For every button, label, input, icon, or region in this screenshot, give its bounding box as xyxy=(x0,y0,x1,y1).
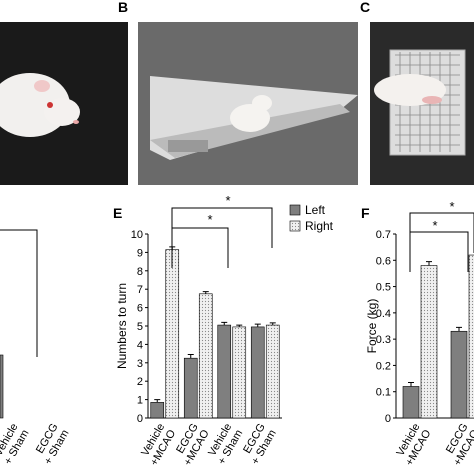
x-tick-label: Vehicle+ Sham xyxy=(205,422,245,467)
y-tick-label: 2 xyxy=(137,376,143,388)
y-tick-label: 0 xyxy=(385,413,391,425)
y-tick-label: 0 xyxy=(137,413,143,425)
bar xyxy=(165,249,180,419)
error-bar xyxy=(221,321,228,326)
legend-swatch xyxy=(289,220,301,232)
y-axis-label: Force (kg) xyxy=(365,299,379,354)
significance-bracket xyxy=(409,231,469,272)
x-tick-label: EGCG+ Sham xyxy=(31,422,71,467)
y-tick-label: 0.7 xyxy=(376,229,391,241)
significance-bracket xyxy=(409,212,474,253)
significance-bracket xyxy=(171,227,229,268)
y-tick-label: 1 xyxy=(137,395,143,407)
x-tick-label: EGCG+ Sham xyxy=(238,422,278,467)
panel-label: E xyxy=(113,205,122,221)
panel-label: B xyxy=(118,0,128,15)
y-tick-label: 9 xyxy=(137,247,143,259)
y-tick-label: 0.1 xyxy=(376,387,391,399)
panel-label: C xyxy=(360,0,370,15)
x-tick-label: Vehicle+MCAO xyxy=(137,421,178,468)
significance-mark: * xyxy=(432,218,437,233)
y-tick-label: 0.4 xyxy=(376,308,391,320)
error-bar xyxy=(426,261,432,266)
bar xyxy=(217,324,232,419)
y-tick-label: 0.5 xyxy=(376,282,391,294)
y-tick-label: 10 xyxy=(131,229,143,241)
bar xyxy=(450,330,468,419)
y-tick-label: 0.6 xyxy=(376,255,391,267)
error-bar xyxy=(408,382,414,387)
photo-a xyxy=(0,22,128,185)
y-tick-label: 7 xyxy=(137,284,143,296)
bar xyxy=(232,326,247,419)
significance-mark: * xyxy=(225,193,230,208)
significance-mark: * xyxy=(207,212,212,227)
bar xyxy=(420,265,438,419)
error-bar xyxy=(236,324,243,327)
y-tick-label: 8 xyxy=(137,266,143,278)
y-tick-label: 4 xyxy=(137,339,143,351)
legend-swatch xyxy=(289,204,301,216)
legend-label: Right xyxy=(305,219,334,233)
bar xyxy=(150,402,165,419)
error-bar xyxy=(456,326,462,332)
bar xyxy=(402,386,420,419)
error-bar xyxy=(154,399,161,403)
bar xyxy=(468,254,474,419)
x-tick-label: Vehicle+MCAO xyxy=(392,421,433,468)
error-bar xyxy=(187,354,194,359)
y-axis-label: Numbers to turn xyxy=(115,283,129,369)
y-tick-label: 6 xyxy=(137,303,143,315)
bar xyxy=(250,326,265,419)
panel-label: F xyxy=(361,205,370,221)
photo-c xyxy=(370,22,474,185)
x-tick-label: EGCG+MCAO xyxy=(171,421,212,468)
significance-mark: * xyxy=(449,199,454,214)
x-tick-label: Vehicle+ Sham xyxy=(0,422,32,467)
error-bar xyxy=(254,323,261,327)
error-bar xyxy=(269,322,276,326)
y-tick-label: 0.3 xyxy=(376,334,391,346)
y-tick-label: 5 xyxy=(137,321,143,333)
panel-d-fragment xyxy=(0,229,38,419)
bar xyxy=(265,324,280,419)
legend-label: Left xyxy=(305,203,326,217)
photo-b xyxy=(138,22,358,185)
bar xyxy=(198,293,213,419)
bar xyxy=(183,357,198,419)
x-tick-label: EGCG+MCAO xyxy=(440,421,474,468)
y-tick-label: 3 xyxy=(137,358,143,370)
y-tick-label: 0.2 xyxy=(376,360,391,372)
error-bar xyxy=(202,291,209,294)
